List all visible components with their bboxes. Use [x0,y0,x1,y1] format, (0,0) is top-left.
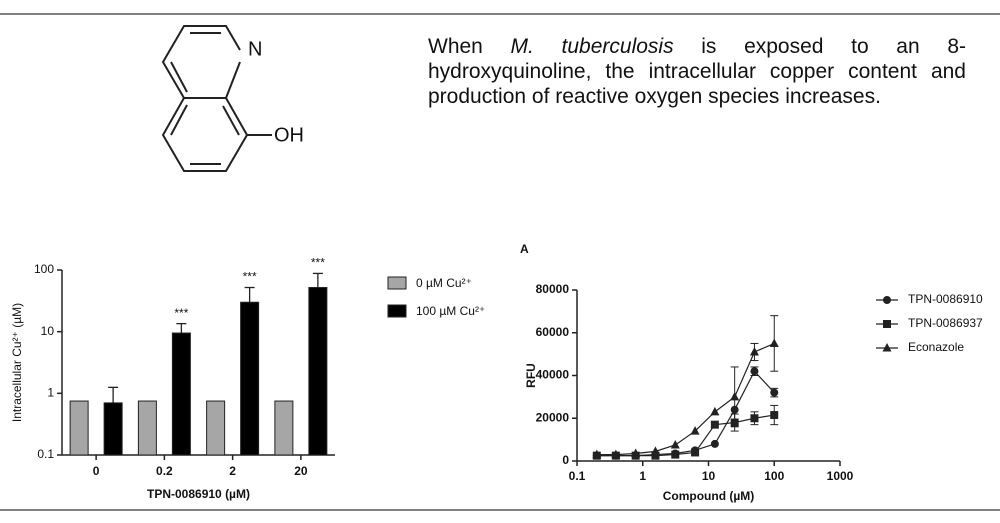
marker [651,451,660,460]
description: When M. tuberculosis is exposed to an 8-… [428,34,966,109]
x-tick-label: 100 [764,469,784,483]
legend-swatch [387,304,407,318]
y-axis-label: RFU [524,363,538,388]
marker [882,343,892,352]
legend-label: 100 µM Cu²⁺ [416,304,485,318]
bar [206,400,226,456]
ring-bond [161,25,241,99]
marker [883,296,891,304]
marker [769,338,779,347]
marker [770,411,779,420]
x-tick-label: 0.1 [569,469,586,483]
legend-label: TPN-0086937 [908,316,983,330]
marker [671,450,680,459]
x-tick-label: 20 [294,464,308,478]
double-bond [222,105,240,136]
bar [69,400,89,456]
bar [274,400,294,456]
series-line [596,414,775,457]
y-tick-label: 1 [47,386,54,400]
chart-title: A [520,242,529,256]
marker [750,367,759,376]
atom-label: OH [274,124,304,146]
bar [137,400,157,456]
marker [670,439,680,449]
double-bond [170,104,188,136]
legend-label: Econazole [908,340,964,354]
y-tick-label: 100 [34,262,54,276]
marker [650,446,660,455]
significance-label: *** [174,306,188,320]
marker [592,449,602,459]
y-axis-label: Intracellular Cu²⁺ (µM) [10,303,24,422]
marker [730,391,740,401]
y-tick-label: 10 [41,324,55,338]
legend-label: 0 µM Cu²⁺ [416,276,472,290]
marker [690,426,700,435]
significance-label: *** [243,270,257,284]
marker [631,448,641,458]
bar [171,332,191,456]
bar [103,402,123,456]
series-line [596,370,775,457]
y-tick-label: 80000 [536,282,570,296]
marker [750,414,759,423]
significance-label: *** [311,256,325,270]
legend-swatch [387,276,407,290]
x-tick-label: 0 [93,464,100,478]
marker [749,346,759,356]
ring-bond [161,97,249,172]
x-axis-label: TPN-0086910 (µM) [147,487,250,501]
x-tick-label: 0.2 [156,464,173,478]
marker [710,406,720,416]
marker [710,420,719,429]
molecule [161,25,272,172]
x-axis-label: Compound (µM) [663,489,755,503]
x-tick-label: 1000 [827,469,854,483]
species-name: M. tuberculosis [510,35,674,58]
legend-label: TPN-0086910 [908,292,983,306]
atom-label: N [248,38,262,60]
series-line [596,342,775,456]
marker [883,320,891,328]
marker [611,449,621,459]
bar [308,287,328,456]
y-tick-label: 0.1 [37,447,54,461]
marker [770,388,779,397]
y-tick-label: 40000 [536,368,570,382]
double-bond [170,61,188,93]
y-tick-label: 0 [562,453,569,467]
text: When [428,35,483,58]
marker [691,448,700,457]
y-tick-label: 60000 [536,325,570,339]
marker [710,439,719,448]
text: is exposed to an 8-hydroxyquinoline, the… [428,35,966,108]
x-tick-label: 1 [639,469,646,483]
x-tick-label: 2 [229,464,236,478]
x-tick-label: 10 [702,469,716,483]
bar [240,301,260,456]
y-tick-label: 20000 [536,410,570,424]
